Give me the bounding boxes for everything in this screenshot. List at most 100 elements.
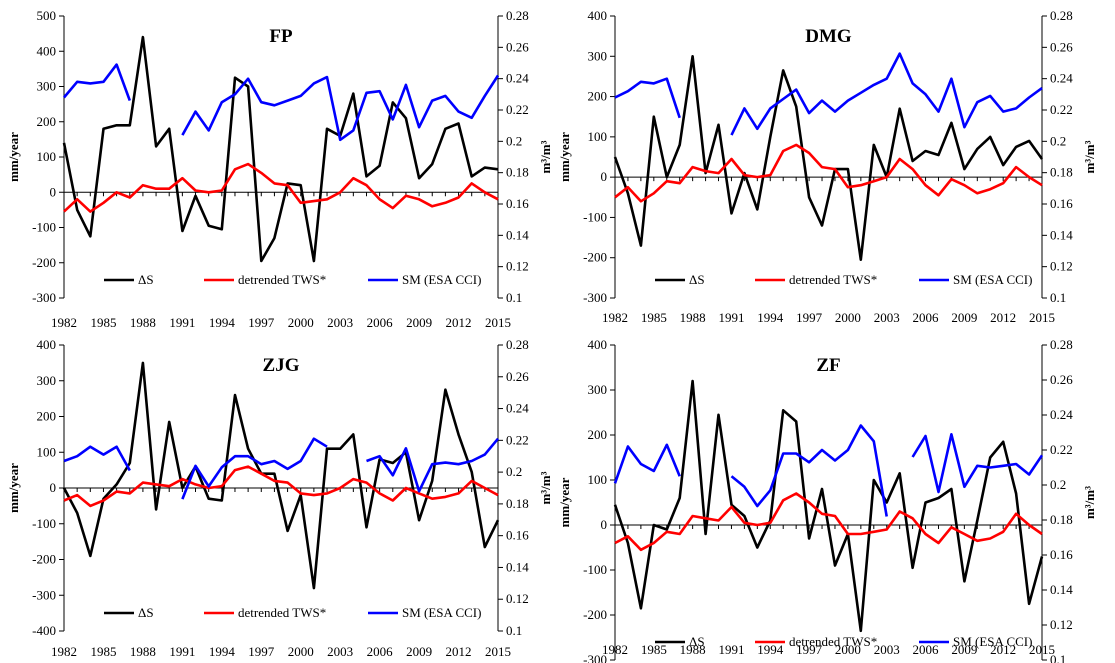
y-tick-label: 200 [37, 409, 57, 424]
x-tick-label: 1997 [248, 315, 275, 330]
y2-tick-label: 0.16 [506, 528, 529, 543]
y-tick-label: 400 [37, 43, 57, 58]
x-tick-label: 1982 [51, 315, 77, 330]
x-tick-label: 2003 [327, 644, 353, 659]
y2-axis-label: m³/m³ [1082, 140, 1097, 173]
x-tick-label: 1985 [90, 644, 116, 659]
y-tick-label: 200 [588, 89, 608, 104]
y2-tick-label: 0.14 [506, 227, 529, 242]
x-tick-label: 2000 [288, 315, 314, 330]
y-tick-label: 300 [37, 79, 57, 94]
y-axis-label: mm/year [6, 132, 21, 182]
y-tick-label: -100 [583, 562, 607, 577]
y-tick-label: 300 [588, 382, 608, 397]
series-line-sm-esa-cci [730, 52, 1043, 136]
x-tick-label: 1991 [169, 315, 195, 330]
y2-tick-label: 0.28 [506, 337, 529, 352]
y-tick-label: -300 [583, 652, 607, 663]
series-line-detrended-tws [63, 162, 499, 213]
y-tick-label: 300 [588, 48, 608, 63]
series-line-sm-esa-cci [730, 424, 888, 517]
y-tick-label: -300 [32, 290, 56, 305]
series-line-s [613, 54, 1044, 262]
y2-tick-label: 0.28 [1050, 337, 1073, 352]
x-tick-label: 2003 [327, 315, 353, 330]
y-tick-label: -300 [583, 290, 607, 305]
series-line-detrended-tws [614, 492, 1043, 552]
x-tick-label: 2009 [951, 642, 977, 657]
y-tick-label: 200 [37, 114, 57, 129]
x-tick-label: 2015 [1029, 642, 1055, 657]
x-tick-label: 1988 [680, 310, 706, 325]
x-tick-label: 2000 [288, 644, 314, 659]
x-tick-label: 1997 [248, 644, 275, 659]
x-tick-label: 1994 [209, 315, 236, 330]
series-line-sm-esa-cci [366, 437, 500, 493]
x-tick-label: 2000 [835, 310, 861, 325]
x-tick-label: 2006 [913, 642, 940, 657]
legend-label: detrended TWS* [238, 272, 326, 287]
y2-tick-label: 0.1 [506, 623, 522, 638]
series-line-detrended-tws [614, 143, 1043, 203]
y2-tick-label: 0.14 [1050, 227, 1073, 242]
legend-label: ΔS [138, 605, 154, 620]
y-tick-label: 500 [37, 8, 57, 23]
y2-tick-label: 0.2 [506, 464, 522, 479]
y2-axis-label: m³/m³ [1082, 486, 1097, 519]
series-line-s [62, 35, 499, 263]
y2-tick-label: 0.22 [506, 102, 529, 117]
x-tick-label: 1991 [718, 310, 744, 325]
y-tick-label: 400 [37, 337, 57, 352]
y2-tick-label: 0.12 [1050, 259, 1073, 274]
y2-tick-label: 0.2 [1050, 133, 1066, 148]
x-tick-label: 1988 [680, 642, 706, 657]
y2-tick-label: 0.26 [1050, 372, 1073, 387]
x-tick-label: 1985 [90, 315, 116, 330]
x-tick-label: 2006 [367, 315, 394, 330]
y-tick-label: 0 [601, 517, 608, 532]
y-tick-label: -200 [32, 552, 56, 567]
x-tick-label: 2003 [874, 310, 900, 325]
x-tick-label: 2012 [990, 642, 1016, 657]
x-tick-label: 2012 [446, 644, 472, 659]
legend-label: SM (ESA CCI) [402, 272, 481, 287]
y-axis-label: mm/year [6, 463, 21, 513]
x-tick-label: 2006 [367, 644, 394, 659]
x-tick-label: 1994 [209, 644, 236, 659]
y2-tick-label: 0.14 [506, 559, 529, 574]
y2-tick-label: 0.1 [1050, 652, 1066, 663]
x-tick-label: 1991 [169, 644, 195, 659]
y-tick-label: 100 [588, 129, 608, 144]
y-axis-label: mm/year [557, 477, 572, 527]
y2-tick-label: 0.26 [506, 369, 529, 384]
x-tick-label: 2009 [951, 310, 977, 325]
x-tick-label: 2003 [874, 642, 900, 657]
y-tick-label: 400 [588, 337, 608, 352]
y2-tick-label: 0.1 [1050, 290, 1066, 305]
x-tick-label: 1985 [641, 310, 667, 325]
y2-tick-label: 0.12 [1050, 617, 1073, 632]
y2-tick-label: 0.12 [506, 591, 529, 606]
y2-axis-label: m³/m³ [538, 471, 553, 504]
x-tick-label: 1994 [757, 310, 784, 325]
y2-tick-label: 0.22 [1050, 442, 1073, 457]
y2-tick-label: 0.16 [1050, 196, 1073, 211]
x-tick-label: 2006 [913, 310, 940, 325]
x-tick-label: 2000 [835, 642, 861, 657]
chart-panel-dmg: -300 -200 -100 0 100 200 300 400 0.1 0.12 0.14 0.16… [557, 8, 1097, 325]
y-tick-label: 100 [37, 149, 57, 164]
y-tick-label: 0 [601, 169, 608, 184]
series-line-sm-esa-cci [911, 432, 1044, 494]
y-tick-label: 400 [588, 8, 608, 23]
legend-label: detrended TWS* [238, 605, 326, 620]
y-tick-label: 0 [50, 184, 57, 199]
chart-title: DMG [805, 26, 852, 47]
legend-label: SM (ESA CCI) [953, 272, 1032, 287]
y-tick-label: 100 [588, 472, 608, 487]
x-tick-label: 2015 [1029, 310, 1055, 325]
y2-tick-label: 0.2 [506, 133, 522, 148]
legend-label: ΔS [138, 272, 154, 287]
chart-panel-fp: -300 -200 -100 0 100 200 300 400 500 0.1 0.12 0.14 0… [6, 8, 553, 330]
y-tick-label: -400 [32, 623, 56, 638]
